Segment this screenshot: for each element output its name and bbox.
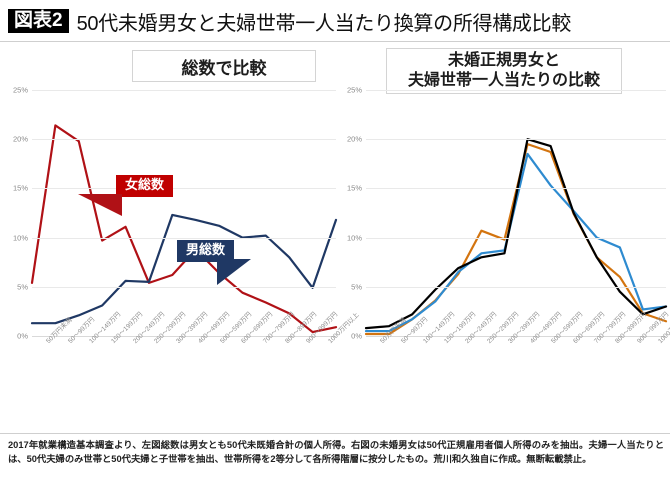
series-line: [32, 125, 336, 332]
y-tick-label: 15%: [346, 183, 362, 193]
gridline: [32, 336, 336, 337]
series-lines-left: [32, 90, 336, 336]
x-axis-right: 50万円未満 50〜99万円 100〜149万円 150〜199万円 200〜249万円…: [366, 311, 670, 380]
y-tick-label: 15%: [12, 183, 28, 193]
series-line: [366, 144, 666, 334]
y-tick-label: 5%: [351, 282, 362, 292]
series-lines-right: [366, 90, 666, 336]
gridline: [366, 336, 666, 337]
y-axis-right: 0% 5% 10% 15% 20% 25%: [338, 86, 364, 380]
footnote-divider: [0, 433, 670, 434]
callout-tail: [217, 259, 251, 285]
y-axis-left: 0% 5% 10% 15% 20% 25%: [4, 86, 30, 380]
y-tick-label: 20%: [12, 134, 28, 144]
page-header: 図表2 50代未婚男女と夫婦世帯一人当たり換算の所得構成比較: [0, 0, 670, 42]
gridline: [366, 237, 666, 239]
y-tick-label: 25%: [12, 85, 28, 95]
gridline: [32, 237, 336, 239]
footnote-text: 2017年就業構造基本調査より、左図総数は男女とも50代未既婚合計の個人所得。右…: [8, 440, 664, 465]
plot-area-left: 0% 5% 10% 15% 20% 25% 50万円未満 50〜99万円 100〜149万円 1…: [4, 86, 361, 380]
series-line: [366, 139, 666, 328]
callout-onna-sousuu: 女総数: [116, 175, 174, 197]
gridline: [32, 286, 336, 288]
chart-title-left: 総数で比較: [132, 50, 316, 82]
plot-area-right: 0% 5% 10% 15% 20% 25% 50万円未満 50〜99万円 100〜149万円 1…: [338, 86, 670, 380]
figure-badge: 図表2: [8, 8, 69, 34]
gridline: [366, 286, 666, 288]
gridlines-left: [32, 90, 336, 337]
gridline: [366, 90, 666, 91]
chart-panel-left: 総数で比較 0% 5% 10% 15% 20% 25% 50万円未満 50〜99万円 100〜…: [4, 44, 361, 432]
callout-otoko-sousuu: 男総数: [177, 240, 235, 262]
series-line: [32, 215, 336, 323]
gridline: [32, 139, 336, 141]
header-divider: [0, 41, 670, 42]
y-tick-label: 10%: [12, 233, 28, 243]
gridline: [366, 139, 666, 141]
chart-panel-right: 未婚正規男女と 夫婦世帯一人当たりの比較 0% 5% 10% 15% 20% 25% 50…: [338, 44, 670, 432]
y-tick-label: 10%: [346, 233, 362, 243]
y-tick-label: 20%: [346, 134, 362, 144]
chart-title-right-line2: 夫婦世帯一人当たりの比較: [407, 72, 600, 89]
gridline: [32, 188, 336, 190]
x-axis-left: 50万円未満 50〜99万円 100〜149万円 150〜199万円 200〜249万円…: [32, 311, 361, 380]
gridline: [366, 188, 666, 190]
y-tick-label: 25%: [346, 85, 362, 95]
page-title: 50代未婚男女と夫婦世帯一人当たり換算の所得構成比較: [76, 12, 572, 35]
y-tick-label: 0%: [351, 331, 362, 341]
gridline: [32, 90, 336, 91]
gridlines-right: [366, 90, 666, 337]
chart-title-right: 未婚正規男女と 夫婦世帯一人当たりの比較: [386, 48, 622, 94]
chart-title-right-line1: 未婚正規男女と: [447, 52, 560, 69]
y-tick-label: 5%: [17, 282, 28, 292]
series-line: [366, 154, 666, 331]
y-tick-label: 0%: [17, 331, 28, 341]
callout-tail: [78, 194, 122, 216]
